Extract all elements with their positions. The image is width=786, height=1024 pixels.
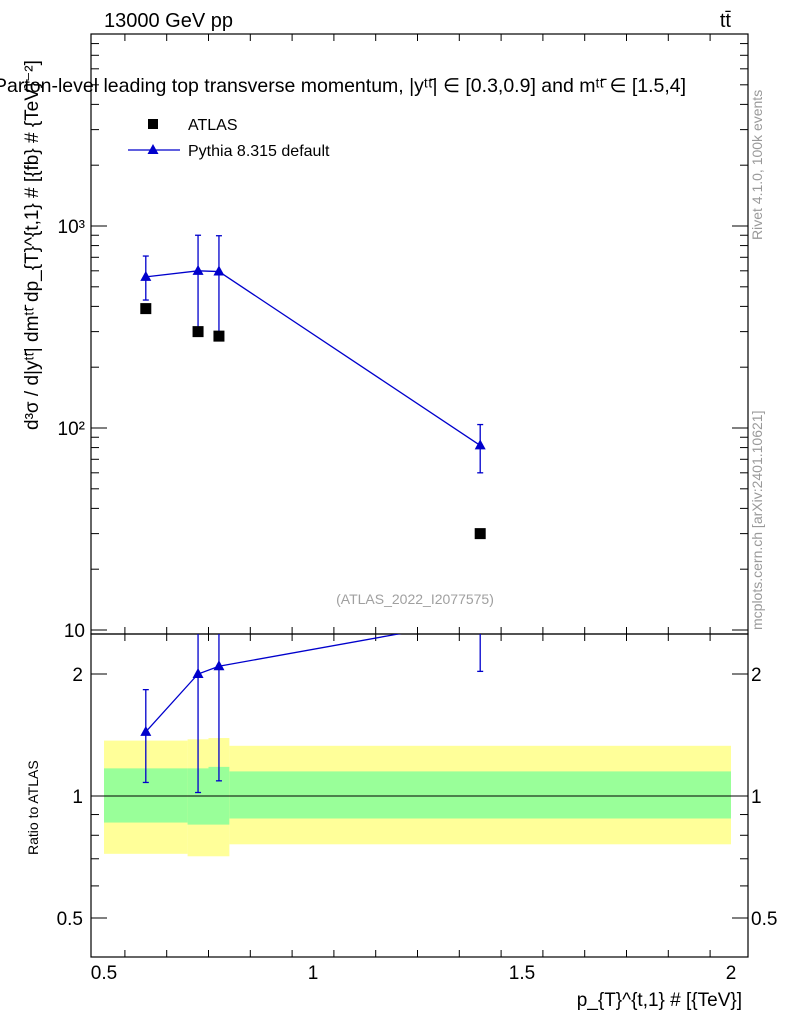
side-mcplots-label: mcplots.cern.ch [arXiv:2401.10621] (749, 411, 765, 630)
legend: ATLAS Pythia 8.315 default (128, 117, 330, 160)
ratio-y-tick-label-left: 2 (72, 665, 83, 686)
pythia-line (145, 270, 481, 446)
ratio-y-tick-label-right: 1 (751, 787, 762, 808)
pythia-ratio-point (475, 613, 486, 623)
x-tick-label: 0.5 (91, 963, 117, 984)
pythia-ratio-line (145, 634, 402, 733)
pythia-ratio-point (192, 668, 204, 678)
ratio-y-axis-label: Ratio to ATLAS (25, 760, 41, 855)
main-y-tick-label: 10³ (58, 217, 85, 238)
atlas-point (474, 528, 486, 540)
pythia-point (140, 270, 152, 281)
main-y-axis: 10 10² 10³ (58, 43, 748, 642)
pythia-ratio-point (140, 725, 152, 736)
legend-pythia-marker (147, 144, 159, 154)
ratio-uncertainty-bands (104, 738, 731, 857)
ratio-y-tick-label-right: 2 (751, 665, 762, 686)
main-y-tick-label: 10 (64, 621, 85, 642)
analysis-watermark: (ATLAS_2022_I2077575) (336, 591, 494, 607)
main-plot-marks (140, 234, 486, 540)
x-axis: 0.5 1 1.5 2 (91, 34, 737, 984)
pythia-point (213, 265, 225, 276)
header-collision-label: 13000 GeV pp (104, 10, 233, 32)
x-tick-label: 1 (308, 963, 319, 984)
legend-atlas-marker (148, 119, 158, 129)
side-rivet-label: Rivet 4.1.0, 100k events (749, 90, 765, 240)
ratio-band-inner (229, 771, 731, 819)
plot-title: Parton-level leading top transverse mome… (0, 75, 686, 97)
header-process-label: tt̄ (720, 10, 732, 32)
atlas-point (140, 303, 152, 315)
pythia-point (474, 439, 486, 450)
ratio-y-tick-label-left: 1 (72, 787, 83, 808)
x-axis-label: p_{T}^{t,1} # [{TeV}] (577, 990, 742, 1011)
main-y-axis-label: d³σ / d|yᵗᵗ̄| dmᵗᵗ̄ dp_{T}^{t,1} # [{fb}… (22, 60, 43, 430)
main-y-tick-label: 10² (58, 419, 85, 440)
x-tick-label: 2 (726, 963, 737, 984)
legend-atlas-label: ATLAS (188, 117, 238, 134)
pythia-ratio-point (213, 660, 225, 671)
ratio-plot-marks (140, 613, 486, 794)
atlas-point (213, 330, 225, 342)
legend-pythia-label: Pythia 8.315 default (188, 143, 330, 160)
ratio-y-tick-label-right: 0.5 (751, 909, 777, 930)
atlas-point (192, 326, 204, 338)
ratio-y-tick-label-left: 0.5 (57, 909, 83, 930)
x-tick-label: 1.5 (509, 963, 535, 984)
pythia-point (192, 264, 204, 275)
